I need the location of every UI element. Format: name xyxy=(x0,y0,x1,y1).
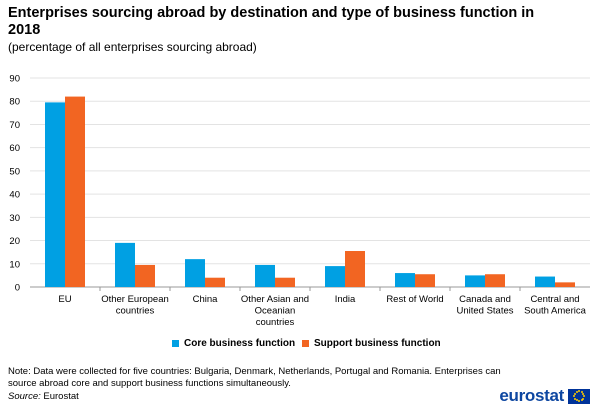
bar-core xyxy=(45,102,65,287)
y-tick-label: 40 xyxy=(9,190,20,201)
x-category-label: India xyxy=(335,294,356,305)
chart-subtitle: (percentage of all enterprises sourcing … xyxy=(8,40,257,54)
flag-star xyxy=(582,397,585,400)
flag-star xyxy=(573,392,576,395)
eurostat-logo: eurostat xyxy=(499,386,590,406)
x-category-label: Oceanian xyxy=(255,306,296,317)
bar-core xyxy=(535,276,555,287)
flag-star xyxy=(573,395,575,397)
bar-core xyxy=(255,264,275,287)
flag-star xyxy=(578,390,580,392)
bar-support xyxy=(275,277,295,287)
bar-support xyxy=(345,251,365,287)
legend-item-core: Core business function xyxy=(172,338,295,349)
flag-star xyxy=(582,392,585,395)
legend-label-core: Core business function xyxy=(184,338,296,349)
flag-star xyxy=(583,395,585,397)
bar-core xyxy=(115,242,135,287)
y-tick-label: 70 xyxy=(9,120,20,131)
bar-support xyxy=(555,282,575,287)
flag-star xyxy=(573,397,576,400)
bar-support xyxy=(485,274,505,287)
bar-support xyxy=(205,277,225,287)
flag-star xyxy=(580,390,583,393)
flag-star xyxy=(580,399,583,402)
y-tick-label: 80 xyxy=(9,97,20,108)
eu-flag-icon xyxy=(568,388,590,404)
x-category-label: South America xyxy=(524,306,586,317)
x-category-label: Other European xyxy=(101,294,169,305)
y-tick-label: 10 xyxy=(9,259,20,270)
y-tick-label: 90 xyxy=(9,74,20,85)
bar-support xyxy=(65,96,85,287)
source-line: Source: Eurostat xyxy=(8,391,79,402)
bar-support xyxy=(135,264,155,287)
x-category-label: countries xyxy=(256,317,295,328)
source-label: Source: xyxy=(8,391,41,402)
flag-star xyxy=(575,399,578,402)
y-tick-label: 60 xyxy=(9,143,20,154)
logo-text: eurostat xyxy=(499,386,564,405)
y-tick-label: 50 xyxy=(9,166,20,177)
x-category-label: countries xyxy=(116,306,155,317)
footnote: Note: Data were collected for five count… xyxy=(8,366,501,389)
bar-core xyxy=(185,259,205,287)
y-tick-label: 20 xyxy=(9,236,20,247)
x-category-label: EU xyxy=(58,294,71,305)
bar-core xyxy=(465,275,485,287)
bar-core xyxy=(325,266,345,287)
y-tick-label: 0 xyxy=(15,283,20,294)
legend-label-support: Support business function xyxy=(314,338,441,349)
x-category-label: Central and xyxy=(530,294,579,305)
flag-star xyxy=(578,400,580,402)
x-category-label: Canada and xyxy=(459,294,511,305)
bar-support xyxy=(415,274,435,287)
x-category-label: Rest of World xyxy=(386,294,443,305)
legend-item-support: Support business function xyxy=(302,338,441,349)
y-tick-label: 30 xyxy=(9,213,20,224)
x-category-label: United States xyxy=(456,306,513,317)
flag-star xyxy=(575,390,578,393)
chart-title: Enterprises sourcing abroad by destinati… xyxy=(8,5,535,38)
x-category-label: China xyxy=(193,294,219,305)
legend-swatch-support xyxy=(302,340,309,347)
x-category-label: Other Asian and xyxy=(241,294,309,305)
bar-core xyxy=(395,273,415,287)
source-value: Eurostat xyxy=(40,391,79,402)
legend-swatch-core xyxy=(172,340,179,347)
